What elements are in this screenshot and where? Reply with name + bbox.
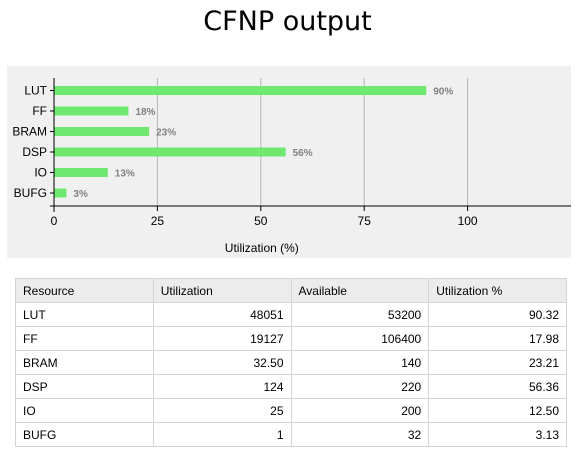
- table-cell: 124: [152, 374, 292, 399]
- data-label-lut: 90%: [433, 87, 453, 98]
- table-cell: 23.21: [428, 350, 567, 375]
- y-tick-label-lut: LUT: [24, 84, 47, 98]
- bar-bufg: [54, 188, 67, 198]
- table-row: LUT 48051 53200 90.32: [15, 302, 567, 327]
- table-cell: 90.32: [428, 302, 567, 327]
- bar-bram: [54, 127, 150, 136]
- x-axis-label: Utilization (%): [225, 241, 299, 255]
- utilization-chart: LUT FF BRAM DSP IO BUFG 90% 18% 23% 56% 13% 3% 0 25 50…: [7, 66, 571, 258]
- bar-lut: [54, 86, 427, 95]
- column-header-resource: Resource: [15, 278, 154, 303]
- table-cell: 220: [290, 374, 430, 399]
- table-cell: 106400: [290, 326, 430, 351]
- data-label-io: 13%: [115, 169, 135, 180]
- x-tick-label-2: 50: [254, 214, 268, 228]
- table-cell: 56.36: [428, 374, 567, 399]
- resource-name-cell: BRAM: [15, 350, 154, 375]
- table-row: IO 25 200 12.50: [15, 398, 567, 423]
- table-cell: 200: [290, 398, 430, 423]
- y-tick-label-io: IO: [34, 166, 47, 180]
- y-tick-label-dsp: DSP: [22, 145, 47, 159]
- data-label-bufg: 3%: [73, 189, 88, 200]
- x-tick-label-3: 75: [358, 214, 372, 228]
- table-cell: 3.13: [428, 422, 567, 447]
- table-cell: 53200: [290, 302, 430, 327]
- x-tick-label-0: 0: [51, 214, 58, 228]
- bar-dsp: [54, 147, 286, 157]
- table-cell: 32.50: [152, 350, 292, 375]
- page-title: CFNP output: [203, 6, 372, 37]
- resource-name-cell: LUT: [15, 302, 154, 327]
- y-tick-label-bram: BRAM: [12, 125, 47, 139]
- bar-ff: [54, 106, 129, 116]
- table-cell: 1: [152, 422, 292, 447]
- table-row: DSP 124 220 56.36: [15, 374, 567, 399]
- table-row: BRAM 32.50 140 23.21: [15, 350, 567, 375]
- data-label-ff: 18%: [135, 107, 155, 118]
- table-cell: 32: [290, 422, 430, 447]
- resource-name-cell: FF: [15, 326, 154, 351]
- column-header-utilization: Utilization: [152, 278, 292, 303]
- data-label-dsp: 56%: [293, 148, 313, 159]
- y-tick-label-ff: FF: [32, 104, 47, 118]
- resource-name-cell: BUFG: [15, 422, 154, 447]
- column-header-available: Available: [290, 278, 430, 303]
- data-label-bram: 23%: [156, 128, 176, 139]
- table-cell: 25: [152, 398, 292, 423]
- resource-name-cell: IO: [15, 398, 154, 423]
- utilization-table: Resource Utilization Available Utilization …: [15, 278, 567, 447]
- bar-io: [54, 168, 108, 177]
- utilization-chart-svg: LUT FF BRAM DSP IO BUFG 90% 18%23% 56% 13% 3% 0 25 50…: [12, 78, 571, 255]
- table-cell: 19127: [152, 326, 292, 351]
- column-header-utilization: Utilization %: [428, 278, 567, 303]
- x-tick-label-1: 25: [151, 214, 165, 228]
- table-row: FF 19127 106400 17.98: [15, 326, 567, 351]
- table-cell: 12.50: [428, 398, 567, 423]
- x-tick-label-4: 100: [458, 214, 478, 228]
- table-cell: 140: [290, 350, 430, 375]
- resource-name-cell: DSP: [15, 374, 154, 399]
- table-cell: 48051: [152, 302, 292, 327]
- y-tick-label-bufg: BUFG: [14, 186, 47, 200]
- table-header-row: Resource Utilization Available Utilization …: [15, 278, 567, 303]
- table-row: BUFG 1 32 3.13: [15, 422, 567, 447]
- table-cell: 17.98: [428, 326, 567, 351]
